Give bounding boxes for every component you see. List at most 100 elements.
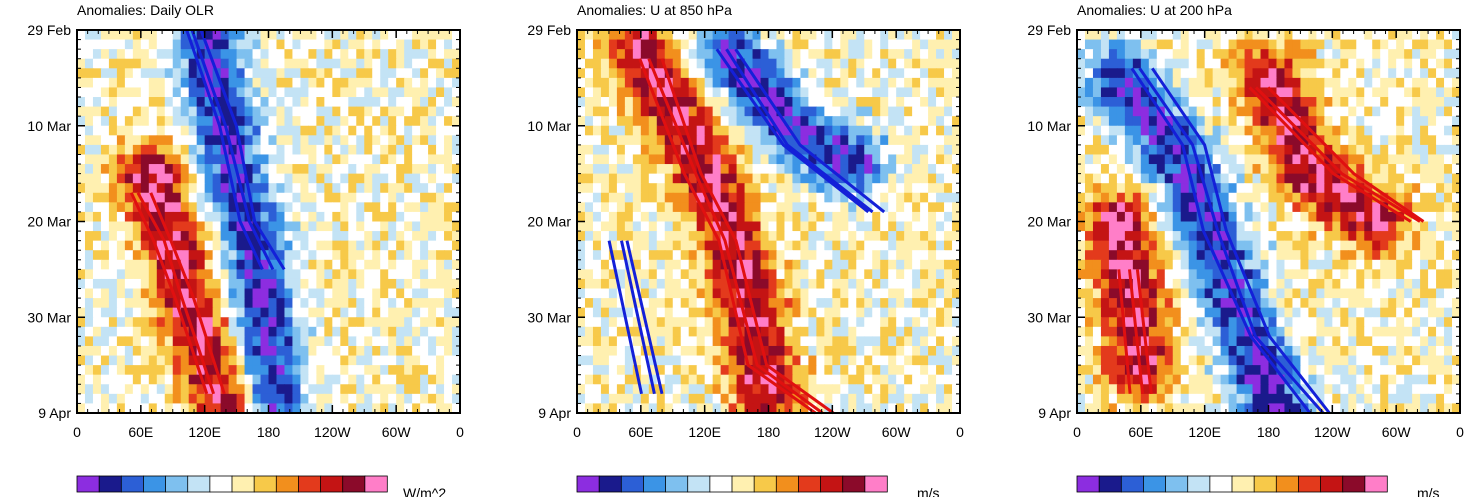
field-cell [324,193,333,203]
field-cell [888,174,897,184]
field-cell [1221,116,1230,126]
field-cell [444,49,453,59]
field-cell [109,346,118,356]
field-cell [117,327,126,337]
field-cell [93,308,102,318]
field-cell [832,87,841,97]
field-cell [816,289,825,299]
field-cell [276,298,285,308]
y-tick-label: 9 Apr [538,405,571,421]
field-cell [253,346,262,356]
field-cell [221,30,230,40]
field-cell [420,317,429,327]
field-cell [300,154,309,164]
field-cell [761,384,770,394]
field-cell [300,202,309,212]
field-cell [1444,68,1453,78]
field-cell [412,49,421,59]
field-cell [1276,68,1285,78]
field-cell [848,231,857,241]
field-cell [436,183,445,193]
field-cell [928,394,937,404]
field-cell [404,174,413,184]
field-cell [808,59,817,69]
field-cell [617,384,626,394]
field-cell [888,107,897,117]
field-cell [157,68,166,78]
field-cell [792,116,801,126]
field-cell [348,30,357,40]
field-cell [292,279,301,289]
field-cell [125,250,134,260]
field-cell [1324,97,1333,107]
field-cell [284,298,293,308]
x-tick-label: 0 [456,424,464,440]
field-cell [1101,49,1110,59]
field-cell [133,78,142,88]
field-cell [85,308,94,318]
field-cell [1340,87,1349,97]
field-cell [388,365,397,375]
field-cell [577,327,586,337]
field-cell [713,279,722,289]
field-cell [436,126,445,136]
field-cell [912,30,921,40]
field-cell [444,269,453,279]
field-cell [912,260,921,270]
field-cell [109,59,118,69]
field-cell [300,126,309,136]
field-cell [253,30,262,40]
field-cell [577,174,586,184]
field-cell [872,365,881,375]
field-cell [101,59,110,69]
field-cell [673,78,682,88]
field-cell [792,97,801,107]
field-cell [237,289,246,299]
field-cell [920,202,929,212]
field-cell [1085,97,1094,107]
field-cell [1221,135,1230,145]
field-cell [1197,116,1206,126]
field-cell [213,30,222,40]
field-cell [380,145,389,155]
field-cell [1189,87,1198,97]
field-cell [324,126,333,136]
field-cell [832,327,841,337]
field-cell [269,212,278,222]
field-cell [649,135,658,145]
field-cell [85,241,94,251]
field-cell [1404,97,1413,107]
field-cell [601,202,610,212]
field-cell [308,135,317,145]
field-cell [101,356,110,366]
field-cell [1380,164,1389,174]
field-cell [173,317,182,327]
field-cell [221,308,230,318]
field-cell [1380,30,1389,40]
field-cell [1093,40,1102,50]
field-cell [633,336,642,346]
field-cell [753,40,762,50]
field-cell [832,356,841,366]
field-cell [324,202,333,212]
field-cell [1261,49,1270,59]
field-cell [173,174,182,184]
field-cell [356,384,365,394]
field-cell [1364,164,1373,174]
field-cell [776,298,785,308]
field-cell [308,49,317,59]
field-cell [77,394,86,404]
field-cell [380,87,389,97]
field-cell [109,375,118,385]
field-cell [380,308,389,318]
field-cell [920,260,929,270]
field-cell [856,145,865,155]
field-cell [609,327,618,337]
field-cell [348,375,357,385]
field-cell [593,317,602,327]
field-cell [848,336,857,346]
field-cell [872,135,881,145]
field-cell [737,30,746,40]
field-cell [125,356,134,366]
field-cell [324,59,333,69]
